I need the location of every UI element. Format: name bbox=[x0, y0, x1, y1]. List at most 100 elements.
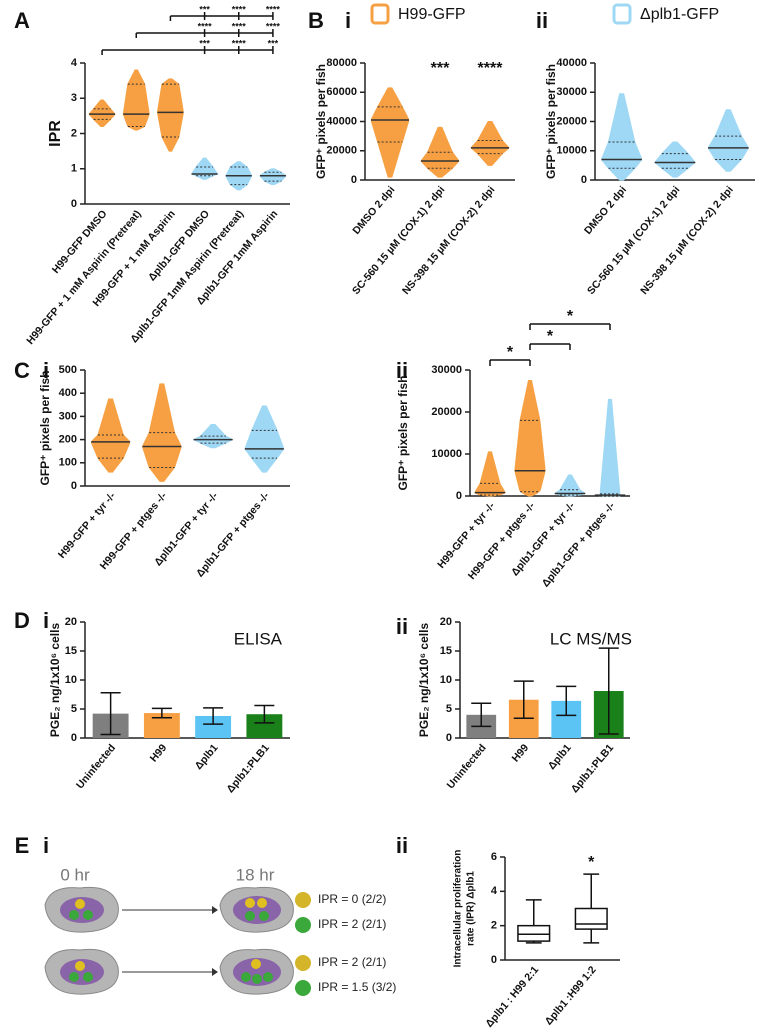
y-tick-label: 20000 bbox=[326, 145, 357, 157]
x-tick-label: NS-398 15 µM (COX-2) 2 dpi bbox=[400, 184, 498, 297]
y-tick-label: 30000 bbox=[556, 86, 587, 98]
violin bbox=[244, 405, 285, 473]
significance-label: *** bbox=[199, 4, 210, 14]
y-tick-label: 0 bbox=[71, 198, 77, 210]
legend-label: Δplb1-GFP bbox=[640, 6, 719, 23]
box bbox=[574, 907, 608, 930]
arrow-head bbox=[212, 968, 218, 976]
y-tick-label: 0 bbox=[351, 174, 357, 186]
x-tick-label: Uninfected bbox=[445, 742, 489, 791]
chart-title: LC MS/MS bbox=[550, 629, 632, 648]
arrow-head bbox=[212, 906, 218, 914]
y-tick-label: 0 bbox=[71, 480, 77, 492]
violin bbox=[157, 78, 184, 152]
yeast bbox=[83, 910, 93, 920]
time-label: 0 hr bbox=[60, 865, 90, 884]
y-tick-label: 20000 bbox=[556, 115, 587, 127]
y-tick-label: 100 bbox=[59, 457, 77, 469]
yeast bbox=[245, 898, 255, 908]
yeast bbox=[69, 972, 79, 982]
chart-bar: 0 5 10 15 20 PGE₂ ng/1x10⁶ cells LC MS/MS Uninf… bbox=[417, 616, 632, 795]
y-tick-label: 15 bbox=[65, 645, 77, 657]
violin bbox=[470, 121, 510, 166]
panel-label: i bbox=[43, 608, 49, 633]
y-tick-label: 10 bbox=[65, 674, 77, 686]
yeast bbox=[245, 911, 255, 921]
significance-label: *** bbox=[431, 60, 450, 77]
y-tick-label: 0 bbox=[71, 732, 77, 744]
panel-label: A bbox=[14, 8, 30, 33]
y-axis-label: IPR bbox=[47, 120, 64, 147]
panel-label: ii bbox=[396, 833, 408, 858]
y-tick-label: 4 bbox=[71, 57, 78, 69]
x-tick-label: H99-GFP + ptges -/- bbox=[466, 500, 538, 582]
y-axis-label: rate (IPR) Δplb1 bbox=[466, 871, 477, 946]
yeast bbox=[75, 961, 85, 971]
chart-box: 0 2 4 6 Intracellular proliferation rate (IPR… bbox=[453, 850, 620, 1030]
legend-swatch bbox=[370, 3, 390, 25]
y-tick-label: 30000 bbox=[431, 364, 462, 376]
x-tick-label: SC-560 15 µM (COX-1) 2 dpi bbox=[585, 184, 683, 297]
yeast bbox=[259, 911, 269, 921]
significance-label: * bbox=[507, 344, 514, 361]
y-tick-label: 3 bbox=[71, 92, 77, 104]
y-tick-label: 400 bbox=[59, 387, 77, 399]
violin bbox=[654, 141, 696, 178]
significance-label: *** bbox=[268, 38, 279, 48]
violin bbox=[707, 109, 749, 172]
significance-label: **** bbox=[232, 38, 247, 48]
significance-label: **** bbox=[232, 21, 247, 31]
diagram: 0 hr 18 hr bbox=[44, 865, 396, 996]
violin bbox=[601, 93, 643, 181]
y-tick-label: 2 bbox=[491, 920, 497, 932]
y-tick-label: 15 bbox=[440, 645, 452, 657]
yeast bbox=[263, 972, 273, 982]
significance-label: * bbox=[588, 854, 595, 871]
y-tick-label: 40000 bbox=[326, 115, 357, 127]
panel-label: C bbox=[14, 358, 30, 383]
panel-label: i bbox=[345, 8, 351, 33]
x-tick-label: Δplb1 bbox=[546, 742, 574, 772]
legend-dot bbox=[295, 892, 311, 908]
legend-swatch bbox=[612, 3, 632, 25]
outcome-label: IPR = 2 (2/1) bbox=[318, 955, 386, 969]
y-axis-label: GFP⁺ pixels per fish bbox=[314, 64, 328, 179]
cell bbox=[219, 886, 294, 933]
y-tick-label: 2 bbox=[71, 127, 77, 139]
x-tick-label: SC-560 15 µM (COX-1) 2 dpi bbox=[350, 184, 448, 297]
outcome-label: IPR = 2 (2/1) bbox=[318, 917, 386, 931]
violin bbox=[370, 87, 410, 178]
panel-label: ii bbox=[536, 8, 548, 33]
x-tick-label: Δplb1 :H99 1:2 bbox=[543, 964, 599, 1028]
panel-label: D bbox=[14, 608, 30, 633]
panel-label: B bbox=[308, 8, 324, 33]
significance-label: * bbox=[567, 308, 574, 325]
yeast bbox=[252, 974, 262, 984]
phagosome bbox=[233, 896, 281, 924]
significance-label: **** bbox=[478, 60, 504, 77]
time-label: 18 hr bbox=[236, 865, 275, 884]
y-tick-label: 1 bbox=[71, 163, 77, 175]
y-tick-label: 0 bbox=[581, 174, 587, 186]
legend-dot bbox=[295, 955, 311, 971]
y-axis-label: Intracellular proliferation bbox=[453, 850, 464, 968]
y-tick-label: 0 bbox=[491, 954, 497, 966]
legend-label: H99-GFP bbox=[398, 6, 466, 23]
legend-dot bbox=[295, 917, 311, 933]
chart-violin: 0 10000 20000 30000 GFP⁺ pixels per fish H99-… bbox=[396, 308, 630, 590]
y-tick-label: 300 bbox=[59, 410, 77, 422]
y-tick-label: 200 bbox=[59, 434, 77, 446]
x-tick-label: Δplb1 : H99 2:1 bbox=[483, 964, 541, 1030]
legend-dot bbox=[295, 980, 311, 996]
x-tick-label: Δplb1:PLB1 bbox=[569, 742, 617, 795]
y-tick-label: 10000 bbox=[556, 145, 587, 157]
chart-title: ELISA bbox=[234, 629, 283, 648]
violin bbox=[599, 398, 621, 497]
significance-label: **** bbox=[232, 4, 247, 14]
x-tick-label: H99 bbox=[148, 742, 170, 765]
y-tick-label: 10 bbox=[440, 674, 452, 686]
violin bbox=[88, 99, 116, 127]
